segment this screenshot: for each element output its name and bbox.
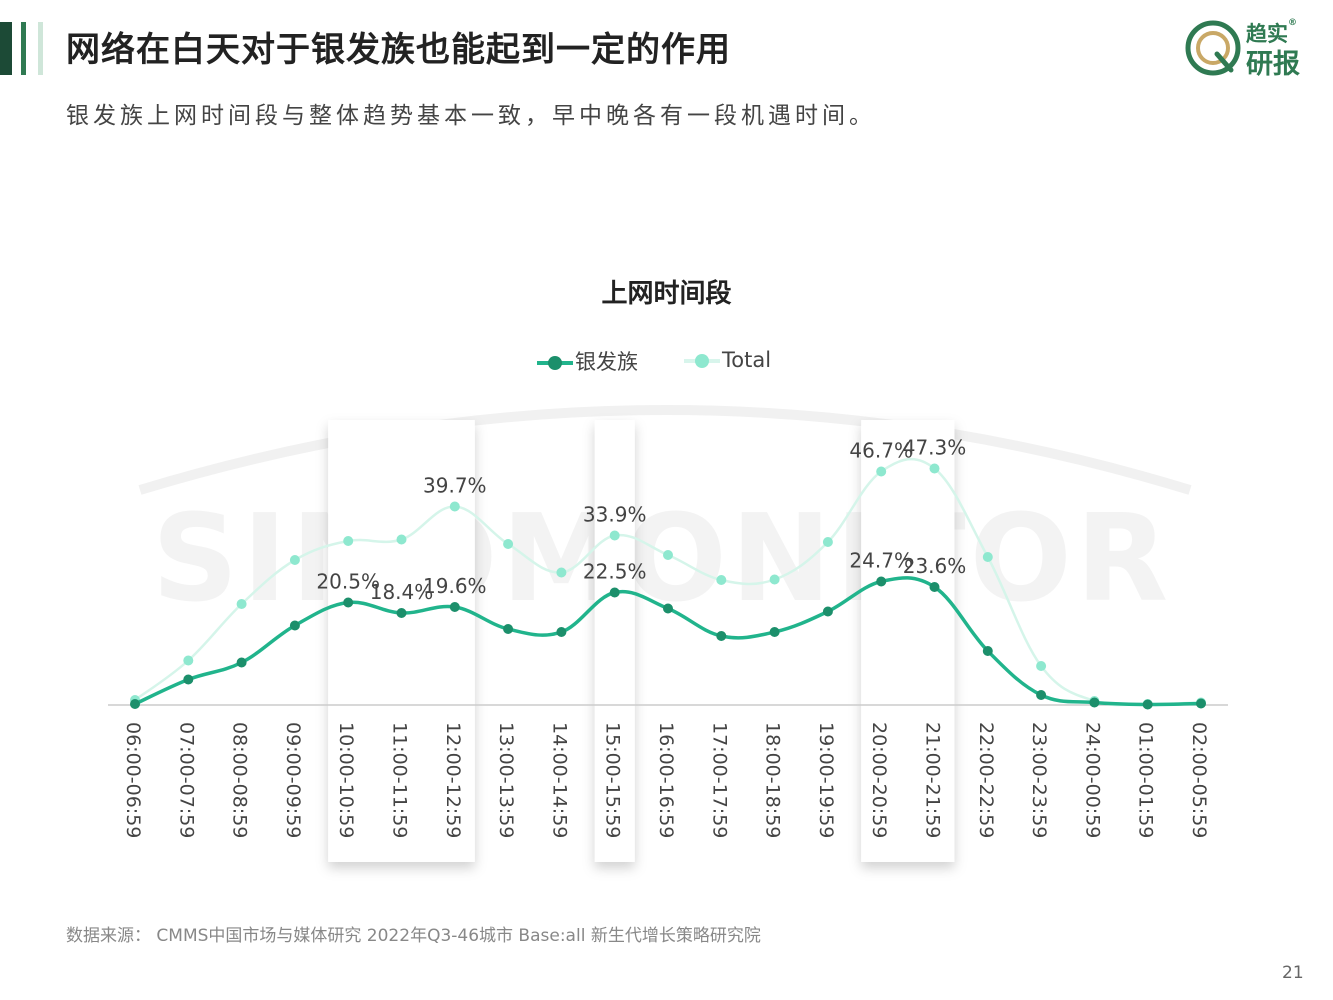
point-silver-15:00-15:59 [609,587,620,598]
point-total-08:00-08:59 [236,599,247,609]
x-tick-label-20:00-20:59: 20:00-20:59 [868,722,890,838]
data-label-silver-10:00-10:59: 20.5% [316,570,380,594]
point-silver-14:00-14:59 [556,627,567,637]
legend-item-total: Total [682,346,771,376]
x-tick-label-07:00-07:59: 07:00-07:59 [175,722,197,838]
title-bar-mid [21,22,26,75]
watermark-text: SINOMONITOR [152,490,1172,629]
chart-title: 上网时间段 [601,279,732,309]
point-total-10:00-10:59 [343,536,354,546]
point-silver-10:00-10:59 [343,597,354,608]
point-total-17:00-17:59 [716,575,727,585]
point-silver-07:00-07:59 [183,674,194,685]
x-tick-label-12:00-12:59: 12:00-12:59 [442,722,464,838]
x-tick-label-14:00-14:59: 14:00-14:59 [548,722,570,838]
x-tick-label-06:00-06:59: 06:00-06:59 [122,722,144,838]
data-label-total-12:00-12:59: 39.7% [423,474,487,498]
point-silver-13:00-13:59 [503,624,514,634]
point-silver-12:00-12:59 [449,602,460,612]
watermark-arc [138,405,1192,495]
x-tick-label-24:00-00:59: 24:00-00:59 [1081,722,1103,838]
point-total-11:00-11:59 [396,534,407,545]
point-total-20:00-20:59 [876,466,887,477]
data-source-note: 数据来源： CMMS中国市场与媒体研究 2022年Q3-46城市 Base:al… [66,926,761,946]
point-silver-22:00-22:59 [982,646,993,656]
point-silver-24:00-00:59 [1089,697,1100,708]
point-silver-09:00-09:59 [289,620,300,631]
legend-marker-silver [537,356,573,370]
x-tick-label-21:00-21:59: 21:00-21:59 [922,722,944,838]
point-silver-08:00-08:59 [236,657,247,668]
point-silver-06:00-06:59 [130,699,140,709]
point-total-07:00-07:59 [183,655,194,666]
data-label-silver-11:00-11:59: 18.4% [370,580,434,604]
legend-item-silver: 银发族 [535,346,638,378]
point-silver-20:00-20:59 [876,576,887,587]
data-label-total-21:00-21:59: 47.3% [903,436,967,460]
logo-text-line1: 趋实® [1246,18,1297,46]
x-tick-label-02:00-05:59: 02:00-05:59 [1188,722,1210,838]
title-bar-light [38,22,43,75]
point-silver-21:00-21:59 [929,582,940,592]
x-tick-label-09:00-09:59: 09:00-09:59 [282,722,304,838]
point-total-22:00-22:59 [982,552,993,562]
point-silver-02:00-05:59 [1196,698,1206,709]
page-number: 21 [1282,963,1304,983]
data-label-total-15:00-15:59: 33.9% [583,503,647,527]
legend-label-total: Total [722,348,772,372]
point-total-18:00-18:59 [769,574,780,585]
x-tick-label-08:00-08:59: 08:00-08:59 [229,722,251,838]
legend-label-silver: 银发族 [575,350,638,374]
point-silver-19:00-19:59 [822,606,833,617]
point-silver-17:00-17:59 [716,631,727,641]
x-tick-label-13:00-13:59: 13:00-13:59 [495,722,517,838]
point-total-21:00-21:59 [929,463,940,474]
point-total-19:00-19:59 [822,537,833,547]
logo-text-line2: 研报 [1246,49,1300,80]
point-total-23:00-23:59 [1036,661,1047,671]
page-subtitle: 银发族上网时间段与整体趋势基本一致，早中晚各有一段机遇时间。 [66,103,876,129]
point-total-12:00-12:59 [449,501,460,512]
point-silver-23:00-23:59 [1036,690,1047,700]
logo-q-icon [1185,20,1241,76]
x-tick-label-17:00-17:59: 17:00-17:59 [708,722,730,838]
point-total-15:00-15:59 [609,530,620,541]
point-total-16:00-16:59 [663,550,673,560]
data-label-silver-12:00-12:59: 19.6% [423,574,487,598]
data-label-silver-20:00-20:59: 24.7% [849,549,913,573]
point-total-14:00-14:59 [556,567,567,578]
highlight-band-0 [328,420,475,862]
x-tick-label-11:00-11:59: 11:00-11:59 [389,722,411,838]
point-total-09:00-09:59 [289,555,300,565]
point-total-13:00-13:59 [503,539,514,549]
x-tick-label-01:00-01:59: 01:00-01:59 [1135,722,1157,838]
x-tick-label-22:00-22:59: 22:00-22:59 [975,722,997,838]
highlight-band-2 [861,420,955,862]
point-silver-16:00-16:59 [663,603,673,614]
x-tick-label-18:00-18:59: 18:00-18:59 [762,722,784,838]
title-bar-dark [0,22,12,75]
x-tick-label-10:00-10:59: 10:00-10:59 [335,722,357,838]
point-silver-01:00-01:59 [1142,699,1153,710]
point-silver-11:00-11:59 [396,608,407,618]
x-tick-label-19:00-19:59: 19:00-19:59 [815,722,837,838]
x-tick-label-16:00-16:59: 16:00-16:59 [655,722,677,838]
page-title: 网络在白天对于银发族也能起到一定的作用 [66,30,731,70]
data-label-silver-21:00-21:59: 23.6% [903,554,967,578]
data-label-total-20:00-20:59: 46.7% [849,439,913,463]
x-tick-label-23:00-23:59: 23:00-23:59 [1028,722,1050,838]
highlight-band-1 [594,420,635,862]
data-label-silver-15:00-15:59: 22.5% [583,560,647,584]
series-line-total [133,457,1203,707]
x-tick-label-15:00-15:59: 15:00-15:59 [602,722,624,838]
legend-marker-total [684,354,720,368]
point-silver-18:00-18:59 [769,627,780,637]
